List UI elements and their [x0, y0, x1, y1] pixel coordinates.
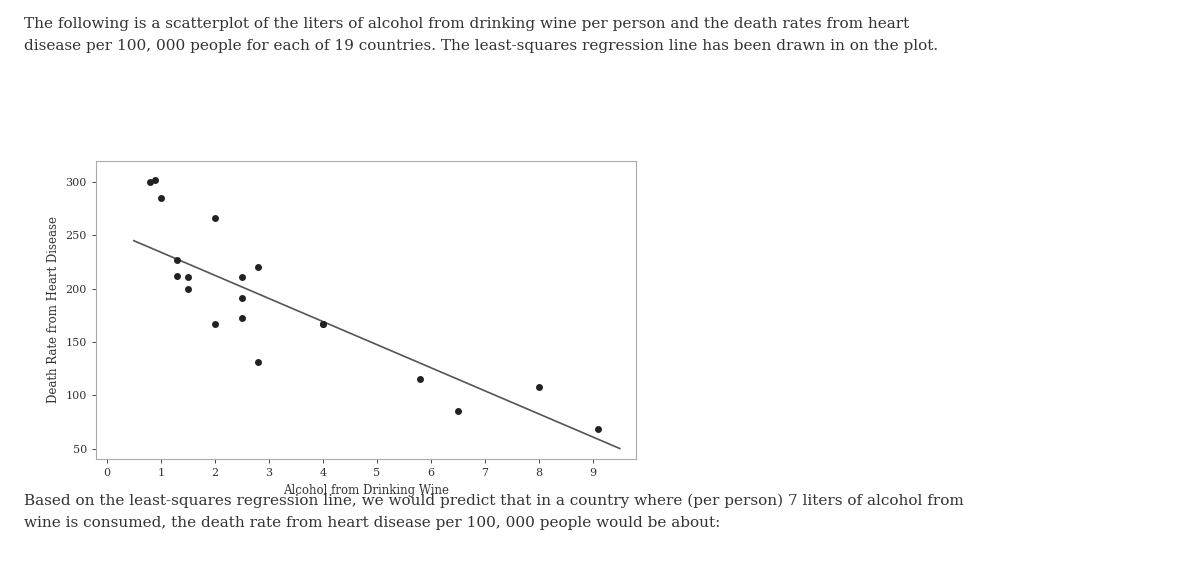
- Point: [410, 375, 430, 384]
- Point: [179, 284, 198, 293]
- Point: [588, 425, 607, 434]
- Point: [140, 177, 160, 187]
- Point: [233, 314, 252, 323]
- Point: [248, 358, 268, 367]
- Point: [151, 193, 170, 203]
- Point: [146, 175, 166, 184]
- Text: Based on the least-squares regression line, we would predict that in a country w: Based on the least-squares regression li…: [24, 494, 964, 530]
- Point: [529, 382, 548, 391]
- Text: The following is a scatterplot of the liters of alcohol from drinking wine per p: The following is a scatterplot of the li…: [24, 17, 938, 53]
- Point: [233, 272, 252, 281]
- Y-axis label: Death Rate from Heart Disease: Death Rate from Heart Disease: [47, 216, 60, 404]
- Point: [205, 319, 224, 328]
- Point: [248, 263, 268, 272]
- Point: [168, 272, 187, 281]
- Point: [179, 272, 198, 281]
- Point: [313, 319, 332, 328]
- Point: [233, 294, 252, 303]
- X-axis label: Alcohol from Drinking Wine: Alcohol from Drinking Wine: [283, 484, 449, 497]
- Point: [313, 319, 332, 328]
- Point: [168, 255, 187, 265]
- Point: [449, 406, 468, 416]
- Point: [205, 214, 224, 223]
